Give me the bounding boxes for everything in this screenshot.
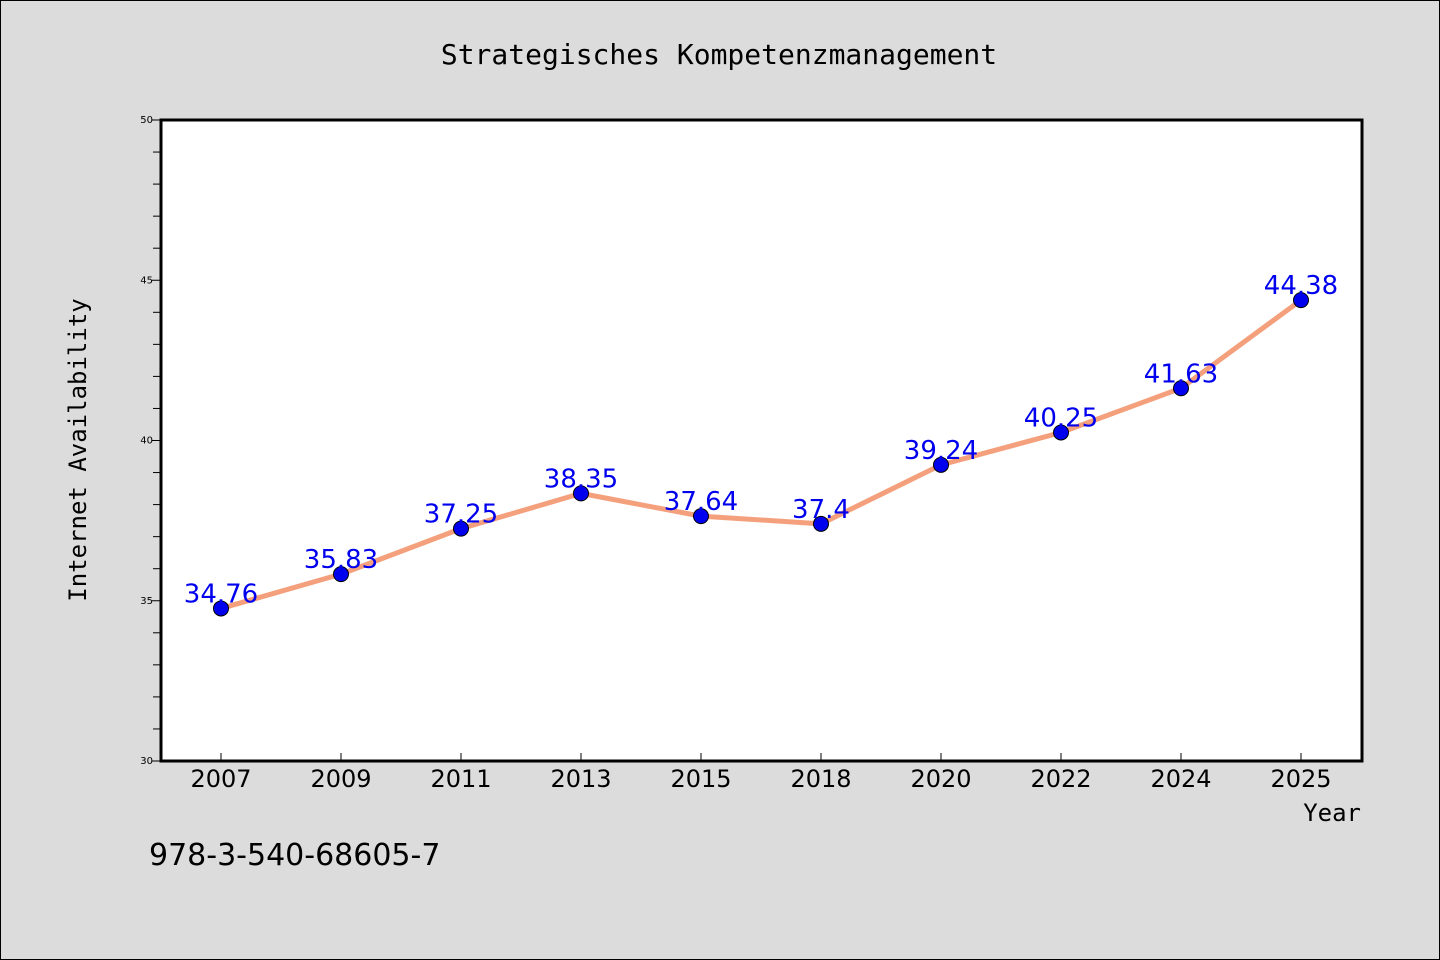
data-point [573, 485, 589, 502]
x-tick-label: 2018 [790, 765, 851, 793]
x-tick-label: 2022 [1030, 765, 1091, 793]
data-label: 34.76 [184, 579, 258, 609]
x-tick-label: 2011 [430, 765, 491, 793]
data-label: 35.83 [304, 545, 378, 575]
data-point [933, 456, 949, 473]
y-tick-label: 35 [140, 596, 153, 607]
x-tick-label: 2025 [1270, 765, 1331, 793]
chart-title: Strategisches Kompetenzmanagement [441, 38, 997, 71]
x-tick-label: 2020 [910, 765, 971, 793]
y-tick-label: 50 [140, 115, 153, 126]
data-label: 37.25 [424, 500, 498, 530]
data-label: 37.64 [664, 487, 738, 517]
y-axis-label: Internet Availability [64, 298, 92, 601]
x-tick-label: 2013 [550, 765, 611, 793]
series-layer: 34.76 35.83 37.25 38.35 37.64 37.4 39.24 40.25 4… [184, 271, 1338, 617]
isbn-text: 978-3-540-68605-7 [149, 838, 440, 873]
series-line [218, 297, 1304, 611]
x-axis: 2007 2009 2011 2013 2015 2018 2020 2022 2024 2025 [190, 753, 1332, 793]
data-label: 38.35 [544, 464, 618, 494]
data-label: 37.4 [792, 495, 850, 525]
data-point [1173, 380, 1189, 397]
data-point [1053, 424, 1069, 441]
data-point [213, 600, 229, 617]
x-tick-label: 2015 [670, 765, 731, 793]
y-axis: 30 35 40 45 50 [140, 115, 161, 767]
data-label: 44.38 [1264, 271, 1338, 301]
x-tick-label: 2024 [1150, 765, 1211, 793]
data-label: 39.24 [904, 436, 978, 466]
data-point [453, 520, 469, 537]
data-point [1293, 292, 1309, 309]
y-tick-label: 45 [140, 275, 153, 286]
data-point [813, 515, 829, 532]
x-axis-label: Year [1303, 799, 1361, 827]
x-tick-label: 2007 [190, 765, 251, 793]
data-point [333, 566, 349, 583]
data-point [693, 508, 709, 525]
plot-area [159, 118, 1364, 763]
y-tick-label: 40 [140, 436, 153, 447]
x-tick-label: 2009 [310, 765, 371, 793]
y-tick-label: 30 [140, 756, 153, 767]
data-label: 41.63 [1144, 359, 1218, 389]
data-label: 40.25 [1024, 403, 1098, 433]
